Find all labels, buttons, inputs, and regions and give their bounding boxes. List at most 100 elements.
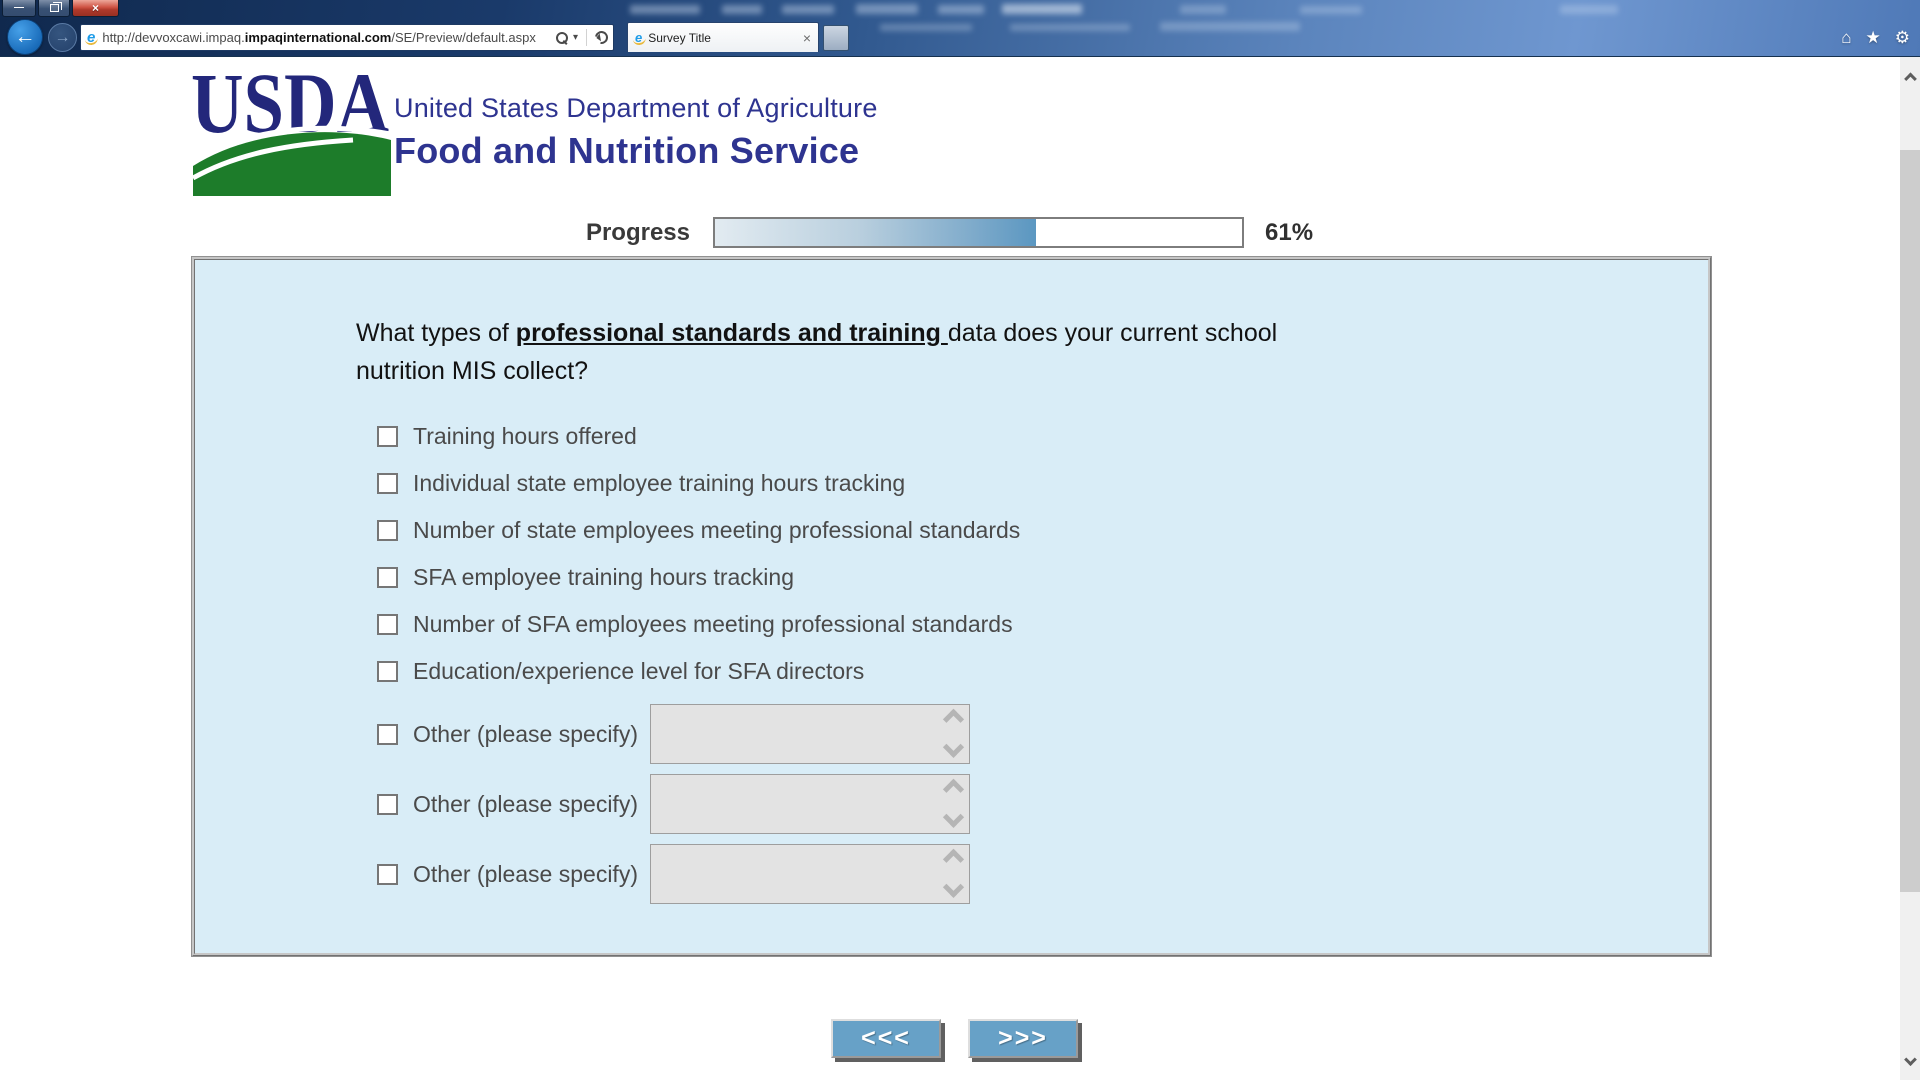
option-checkbox[interactable]: [377, 519, 398, 541]
question-emphasis: professional standards and training: [515, 319, 948, 347]
url-domain: impaqinternational.com: [244, 30, 392, 45]
address-bar-icons: ▾: [555, 28, 611, 47]
glass-artifact: [782, 5, 834, 14]
service-name: Food and Nutrition Service: [394, 130, 860, 171]
chevron-up-glyph: [1903, 72, 1917, 85]
glass-artifact: [880, 24, 972, 31]
url-text[interactable]: http://devvoxcawi.impaq.impaqinternation…: [102, 30, 556, 45]
refresh-icon[interactable]: [592, 28, 611, 47]
divider: [586, 29, 587, 46]
question-post: data does your current school nutrition …: [356, 319, 1278, 385]
progress-label: Progress: [585, 219, 690, 246]
question-text: What types of professional standards and…: [356, 314, 1306, 390]
textarea-scroll-down-icon[interactable]: [942, 876, 964, 898]
tab-title: Survey Title: [648, 30, 711, 45]
other-text-input[interactable]: [650, 774, 970, 834]
home-icon[interactable]: ⌂: [1841, 28, 1852, 47]
scroll-down-icon[interactable]: [1900, 1050, 1920, 1074]
option-checkbox[interactable]: [377, 425, 398, 447]
ie-logo: e: [87, 28, 96, 46]
option-row: SFA employee training hours tracking: [377, 563, 1668, 591]
glass-artifact: [938, 5, 984, 14]
url-pre: http://devvoxcawi.impaq.: [102, 30, 245, 45]
url-path: /SE/Preview/default.aspx: [391, 30, 536, 45]
address-bar[interactable]: e http://devvoxcawi.impaq.impaqinternati…: [80, 24, 614, 51]
minimize-icon[interactable]: —: [2, 0, 36, 17]
progress-percent: 61%: [1265, 219, 1314, 246]
option-label: Other (please specify): [413, 860, 638, 887]
glass-artifact: [722, 5, 762, 14]
textarea-scrollbar: [940, 848, 966, 899]
back-button[interactable]: ←: [7, 19, 43, 55]
option-checkbox[interactable]: [377, 660, 398, 682]
option-label: SFA employee training hours tracking: [413, 563, 794, 590]
textarea-scroll-up-icon[interactable]: [942, 848, 964, 870]
scroll-up-icon[interactable]: [1900, 65, 1920, 89]
option-checkbox[interactable]: [377, 723, 398, 745]
options-list: Training hours offered Individual state …: [377, 422, 1668, 904]
other-text-input[interactable]: [650, 704, 970, 764]
option-label: Education/experience level for SFA direc…: [413, 657, 865, 684]
scrollbar-thumb[interactable]: [1900, 150, 1920, 892]
chevron-down-glyph: [1903, 1052, 1917, 1066]
textarea-scroll-down-icon[interactable]: [942, 806, 964, 828]
other-text-wrap: [650, 774, 970, 834]
option-label: Number of SFA employees meeting professi…: [413, 610, 1013, 637]
usda-logo: USDA: [191, 62, 392, 196]
glass-artifact: [856, 4, 918, 14]
option-row: Education/experience level for SFA direc…: [377, 657, 1668, 685]
textarea-scroll-down-icon[interactable]: [942, 736, 964, 758]
browser-toolbar: ⌂ ★ ⚙: [1841, 27, 1910, 49]
window-controls: — ×: [0, 0, 119, 17]
option-checkbox[interactable]: [377, 472, 398, 494]
other-text-wrap: [650, 704, 970, 764]
option-row-other: Other (please specify): [377, 704, 1668, 764]
option-label: Individual state employee training hours…: [413, 469, 906, 496]
textarea-scroll-up-icon[interactable]: [942, 778, 964, 800]
tab-survey-title[interactable]: e Survey Title ×: [627, 22, 819, 52]
ie-logo: e: [635, 29, 643, 45]
progress-bar: [713, 217, 1244, 248]
usda-logo-swoosh: [191, 125, 392, 163]
close-icon[interactable]: ×: [72, 0, 119, 17]
option-label: Number of state employees meeting profes…: [413, 516, 1021, 543]
usda-logo-field: [193, 132, 391, 196]
option-label: Other (please specify): [413, 790, 638, 817]
textarea-scrollbar: [940, 708, 966, 759]
textarea-scroll-up-icon[interactable]: [942, 708, 964, 730]
usda-logo-swoosh: [191, 137, 354, 181]
search-icon[interactable]: [555, 31, 568, 44]
option-checkbox[interactable]: [377, 613, 398, 635]
glass-artifact: [1002, 4, 1082, 14]
option-row-other: Other (please specify): [377, 844, 1668, 904]
textarea-scrollbar: [940, 778, 966, 829]
survey-navigation: <<< >>>: [831, 1019, 1078, 1058]
option-checkbox[interactable]: [377, 566, 398, 588]
glass-artifact: [1180, 5, 1226, 14]
option-checkbox[interactable]: [377, 863, 398, 885]
forward-button[interactable]: →: [48, 23, 77, 52]
tab-close-icon[interactable]: ×: [802, 29, 811, 46]
browser-chrome: — × ⌂ ★ ⚙ ← → e http://devvoxcawi.impaq.…: [0, 0, 1920, 57]
maximize-icon[interactable]: [38, 0, 70, 17]
page-scrollbar[interactable]: [1900, 57, 1920, 1080]
other-text-input[interactable]: [650, 844, 970, 904]
glass-artifact: [1160, 22, 1300, 31]
favorites-star-icon[interactable]: ★: [1865, 28, 1881, 47]
option-label: Other (please specify): [413, 720, 638, 747]
previous-button[interactable]: <<<: [831, 1019, 941, 1058]
dropdown-caret-icon[interactable]: ▾: [572, 32, 578, 43]
option-label: Training hours offered: [413, 422, 637, 449]
maximize-glyph: [49, 2, 62, 12]
option-row-other: Other (please specify): [377, 774, 1668, 834]
option-row: Number of state employees meeting profes…: [377, 516, 1668, 544]
option-checkbox[interactable]: [377, 793, 398, 815]
option-row: Individual state employee training hours…: [377, 469, 1668, 497]
new-tab-button[interactable]: [823, 25, 849, 51]
settings-gear-icon[interactable]: ⚙: [1894, 28, 1910, 47]
next-button[interactable]: >>>: [968, 1019, 1078, 1058]
survey-panel-inner: What types of professional standards and…: [195, 260, 1708, 904]
survey-panel: What types of professional standards and…: [192, 257, 1711, 956]
glass-artifact: [1300, 6, 1362, 14]
